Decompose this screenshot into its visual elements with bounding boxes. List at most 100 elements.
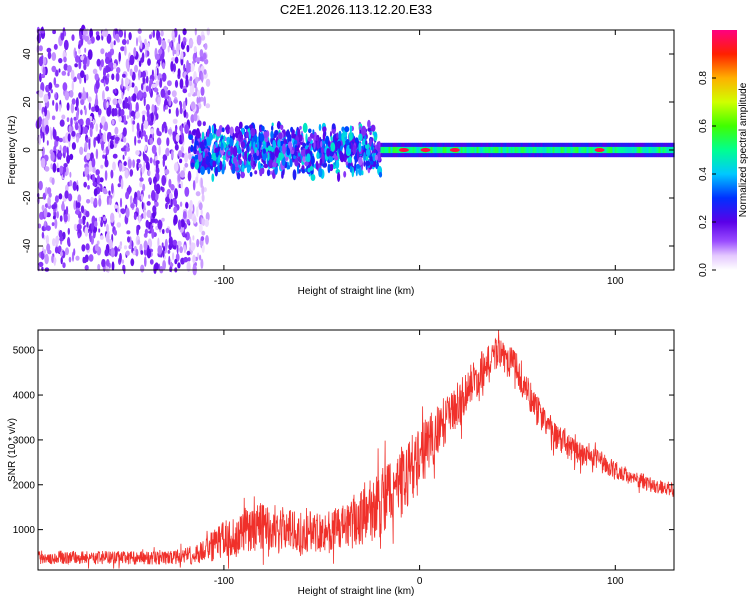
spectrogram-cell [293, 140, 298, 145]
spectrogram-cell [38, 116, 43, 126]
spectrogram-cell [118, 106, 122, 118]
spectrogram-cell [148, 169, 151, 177]
spectrogram-band-core [464, 146, 467, 154]
spectrogram-band-core [666, 146, 669, 154]
spectrogram-cell [319, 158, 323, 166]
spectrogram-cell [313, 139, 316, 150]
spectrogram-cell [80, 109, 83, 116]
spectrogram-cell [94, 220, 98, 228]
spectrogram-cell [170, 184, 175, 191]
spectrogram-cell [101, 29, 106, 37]
spectrogram-cell [201, 185, 205, 196]
spectrogram-cell [114, 136, 120, 142]
spectrogram-cell [66, 117, 70, 122]
spectrogram-cell [47, 51, 52, 60]
spectrogram-cell [194, 154, 199, 160]
spectrogram-cell [122, 127, 127, 137]
spectrogram-cell [132, 159, 136, 169]
spectrogram-cell [61, 70, 67, 76]
spectrogram-cell [102, 149, 105, 154]
spectrogram-cell [142, 130, 146, 137]
spectrogram-cell [165, 147, 170, 157]
spectrogram-cell [51, 204, 57, 210]
spectrogram-cell [73, 223, 78, 231]
spectrogram-cell [230, 145, 234, 156]
spectrogram-cell [115, 72, 120, 82]
spectrogram-cell [87, 185, 90, 190]
spectrogram-cell [54, 93, 58, 99]
spectrogram-cell [292, 169, 297, 181]
spectrogram-cell [312, 129, 315, 135]
spectrogram-cell [337, 141, 341, 149]
spectrogram-cell [78, 218, 83, 225]
spectrogram-cell [308, 142, 311, 150]
spectrogram-cell [190, 144, 194, 153]
spectrogram-cell [281, 173, 284, 179]
spectrogram-cell [257, 140, 260, 150]
spectrogram-band-core [616, 146, 619, 154]
spectrogram-cell [289, 158, 293, 168]
spectrogram-cell [168, 255, 171, 266]
spectrogram-cell [72, 181, 77, 191]
spectrogram-y-tick-label: -40 [22, 238, 33, 253]
spectrogram-cell [117, 183, 122, 188]
spectrogram-hot-spot [398, 148, 409, 152]
spectrogram-cell [131, 82, 135, 88]
spectrogram-cell [171, 150, 174, 159]
spectrogram-band-core [544, 146, 547, 154]
spectrogram-cell [184, 186, 190, 197]
spectrogram-cell [172, 131, 176, 137]
spectrogram-cell [250, 127, 256, 137]
spectrogram-y-label: Frequency (Hz) [7, 116, 18, 185]
spectrogram-cell [369, 138, 372, 147]
spectrogram-cell [262, 148, 267, 154]
spectrogram-cell [111, 73, 115, 81]
spectrogram-cell [183, 63, 186, 72]
spectrogram-cell [165, 196, 170, 203]
spectrogram-band-core [612, 146, 615, 154]
spectrogram-band-core [510, 146, 513, 154]
spectrogram-band-core [632, 146, 635, 154]
spectrogram-cell [221, 127, 225, 133]
spectrogram-cell [354, 153, 357, 165]
spectrogram-cell [74, 63, 78, 68]
spectrogram-cell [201, 244, 205, 253]
spectrogram-cell [157, 245, 163, 255]
spectrogram-cell [138, 69, 141, 78]
spectrogram-band-core [586, 146, 589, 154]
spectrogram-cell [52, 29, 56, 35]
spectrogram-cell [250, 148, 253, 156]
spectrogram-cell [153, 87, 159, 93]
spectrogram-cell [69, 180, 73, 187]
spectrogram-cell [302, 122, 308, 133]
spectrogram-cell [59, 104, 61, 112]
spectrogram-band-core [496, 146, 499, 154]
spectrogram-cell [337, 172, 341, 182]
colorbar-gradient [712, 30, 737, 270]
spectrogram-cell [96, 58, 101, 67]
spectrogram-cell [120, 108, 125, 117]
spectrogram-cell [114, 33, 120, 41]
spectrogram-cell [150, 112, 154, 123]
spectrogram-hot-spot [449, 148, 460, 152]
spectrogram-cell [118, 51, 121, 62]
spectrogram-cell [41, 204, 45, 211]
spectrogram-cell [44, 166, 50, 172]
spectrogram-cell [104, 121, 108, 132]
spectrogram-band-core [432, 146, 435, 154]
spectrogram-cell [294, 158, 299, 167]
spectrogram-cell [61, 114, 66, 120]
spectrogram-cell [59, 119, 65, 127]
spectrogram-cell [192, 235, 195, 241]
spectrogram-cell [175, 133, 180, 142]
spectrogram-cell [225, 126, 230, 131]
spectrogram-cell [42, 57, 47, 65]
spectrogram-cell [131, 71, 136, 81]
spectrogram-cell [105, 56, 110, 65]
spectrogram-cell [274, 147, 279, 158]
spectrogram-cell [318, 167, 323, 178]
spectrogram-x-tick-label: 100 [607, 276, 624, 287]
spectrogram-cell [182, 88, 188, 94]
spectrogram-cell [79, 146, 84, 155]
spectrogram-cell [127, 95, 131, 105]
